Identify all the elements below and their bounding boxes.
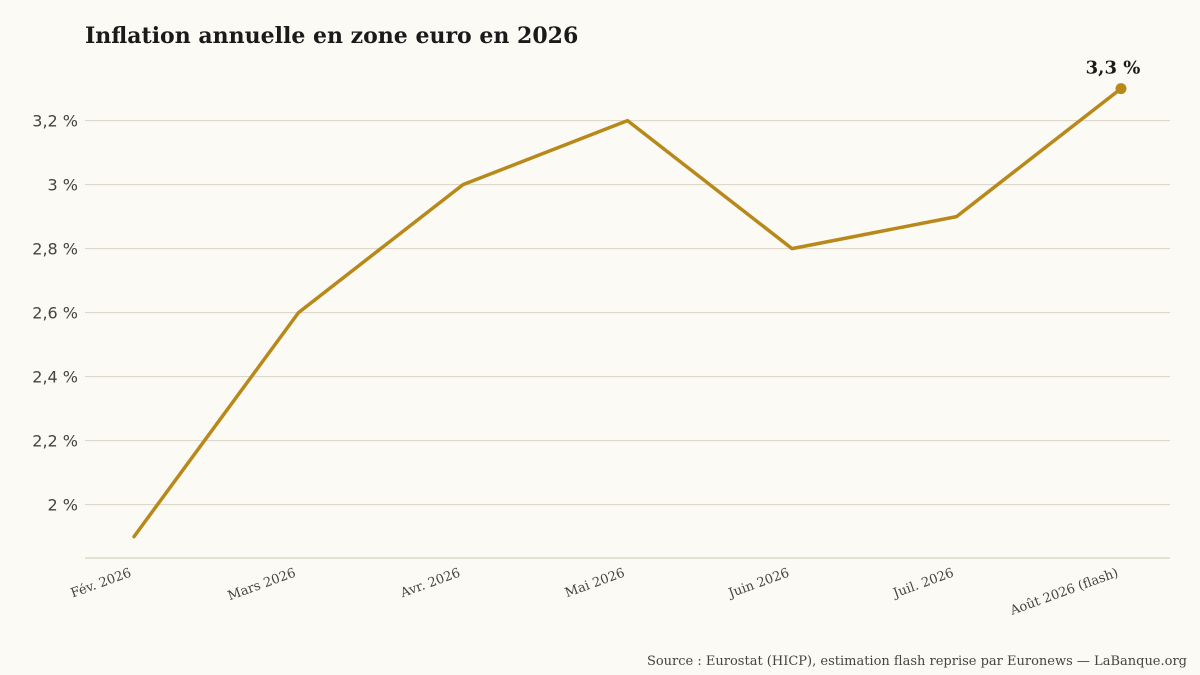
chart-source: Source : Eurostat (HICP), estimation fla… [647,654,1187,669]
series-layer [132,86,1123,539]
x-tick-label: Mai 2026 [563,566,627,601]
x-axis-ticks: Fév. 2026 Mars 2026 Avr. 2026 Mai 2026 Juin … [69,566,1120,619]
x-tick-label: Juil. 2026 [889,566,955,602]
gridlines [85,120,1170,559]
y-tick-label: 2,6 % [32,304,78,323]
x-tick-label: Avr. 2026 [398,566,463,602]
y-tick-label: 2 % [48,496,78,515]
y-tick-label: 2,8 % [32,240,78,259]
y-tick-label: 2,2 % [32,432,78,451]
x-tick-label: Fév. 2026 [69,566,133,602]
highlight-point [1115,83,1127,95]
y-tick-label: 3,2 % [32,112,78,131]
x-tick-label: Juin 2026 [725,566,792,602]
x-tick-label: Mars 2026 [226,566,298,604]
chart-title: Inflation annuelle en zone euro en 2026 [85,23,578,49]
annotation-layer: 3,3 % [1086,58,1141,95]
series-line [132,86,1123,539]
y-tick-label: 3 % [48,176,78,195]
y-tick-label: 2,4 % [32,368,78,387]
x-tick-label: Août 2026 (flash) [1007,566,1120,619]
annotation-label: 3,3 % [1086,58,1141,79]
y-axis-ticks: 2 % 2,2 % 2,4 % 2,6 % 2,8 % 3 % 3,2 % [32,112,78,515]
